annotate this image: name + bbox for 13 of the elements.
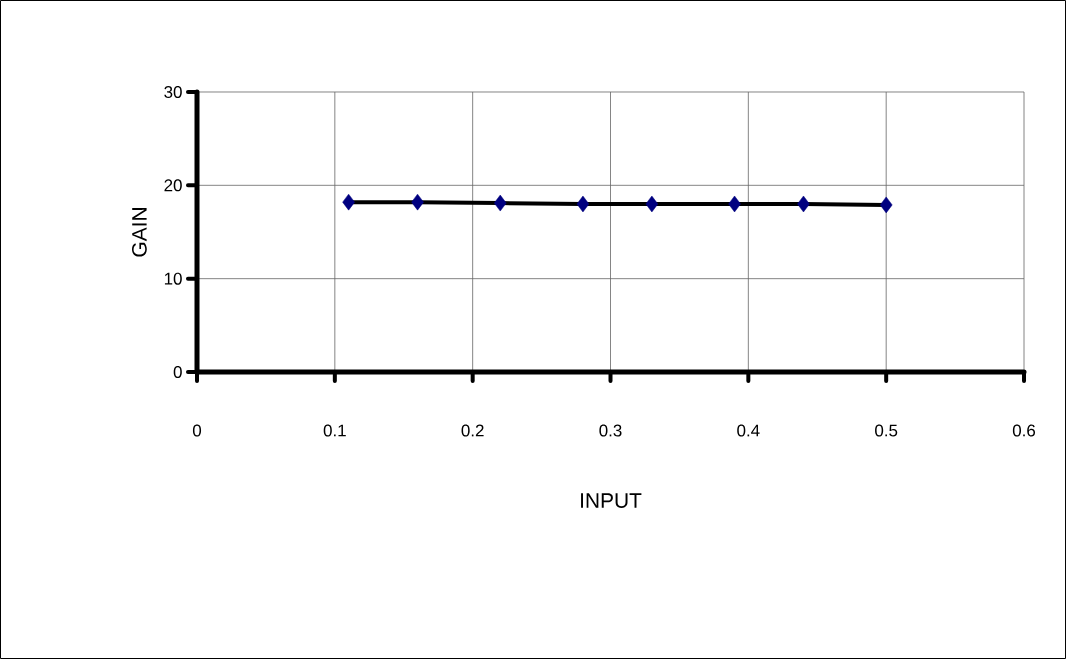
y-tick-label: 10 [164, 272, 182, 285]
x-axis-title: INPUT [581, 493, 642, 508]
x-tick-label: 0.1 [323, 424, 346, 437]
y-axis-title: GAIN [131, 208, 147, 257]
y-tick-label: 20 [164, 179, 182, 192]
x-tick-label: 0.4 [737, 424, 760, 437]
y-tick-label: 30 [164, 86, 182, 98]
x-tick-label: 0.5 [875, 424, 898, 437]
x-tick-label: 0.2 [461, 424, 484, 437]
x-tick-label: 0.3 [599, 424, 622, 437]
x-tick-label: 0.6 [1012, 424, 1036, 437]
y-tick-label: 0 [173, 366, 182, 378]
x-tick-label: 0 [192, 424, 202, 437]
